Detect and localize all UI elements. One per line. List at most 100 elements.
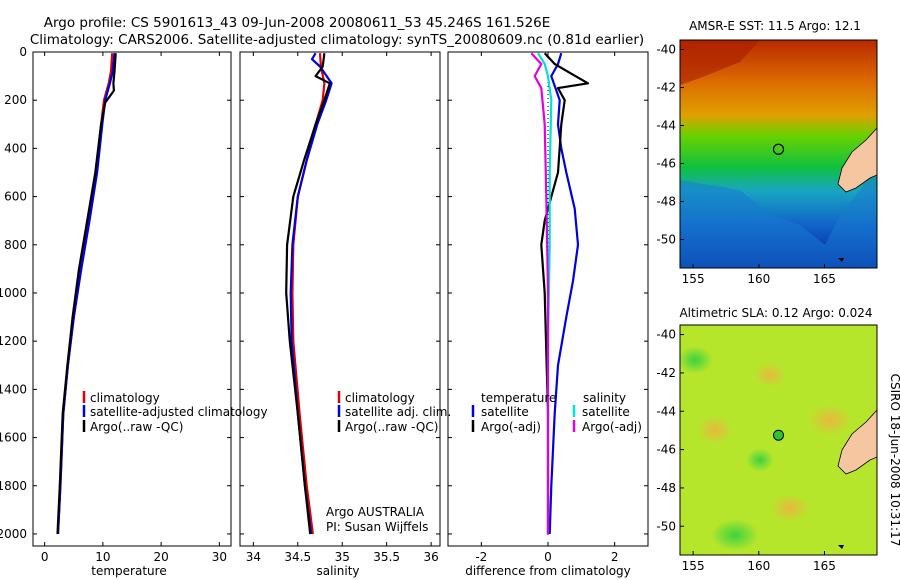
legend-label-argo: Argo(..raw -QC) — [345, 420, 438, 434]
sla-map-ticks: 155 160 165 -40 -42 -44 -46 -48 -50 — [656, 328, 836, 573]
series-line-climatology — [291, 53, 326, 535]
y-tick-label: 0 — [19, 45, 27, 59]
legend-label-satellite-adjusted: satellite-adjusted climatology — [90, 405, 268, 419]
legend-label-argo: Argo(..raw -QC) — [90, 420, 183, 434]
x-tick-label: -2 — [475, 550, 487, 564]
x-tick-label: 165 — [813, 272, 836, 286]
y-tick-label: -42 — [656, 366, 676, 380]
y-tick-label: -50 — [656, 233, 676, 247]
series-line-argo-raw-qc — [56, 53, 117, 535]
salinity-lines — [285, 52, 333, 535]
sla-anomaly-high — [770, 494, 810, 522]
salinity-axes-frame — [239, 51, 441, 547]
land-islet — [838, 258, 844, 262]
x-tick-label: 2 — [611, 550, 619, 564]
y-tick-label: -40 — [656, 43, 676, 57]
y-tick-label: 400 — [4, 141, 27, 155]
sla-map-panel: Altimetric SLA: 0.12 Argo: 0.024 155 160 1… — [656, 306, 878, 573]
difference-panel: -2 0 2 difference from climatology tempera… — [447, 51, 649, 578]
x-tick-label: 0 — [41, 550, 49, 564]
sla-anomaly-low — [680, 346, 713, 374]
y-tick-label: -42 — [656, 81, 676, 95]
legend-label-salinity-argo: Argo(-adj) — [582, 420, 642, 434]
sst-map-title: AMSR-E SST: 11.5 Argo: 12.1 — [689, 19, 861, 33]
legend-label-salinity-satellite: satellite — [582, 405, 630, 419]
legend-heading-salinity: salinity — [583, 391, 626, 405]
x-tick-label: 155 — [682, 272, 705, 286]
principal-investigator-label: PI: Susan Wijffels — [326, 520, 428, 534]
sst-warm-patch — [680, 40, 760, 85]
sla-axes-frame — [679, 324, 878, 556]
credit-label: CSIRO 18-Jun-2008 10:31:17 — [888, 374, 900, 547]
y-tick-label: -50 — [656, 519, 676, 533]
difference-legend: temperature satellite Argo(-adj) salinit… — [471, 391, 642, 434]
legend-label-climatology: climatology — [90, 391, 160, 405]
temperature-ticks: 0 10 20 30 0 200 400 600 800 1000 1200 1400 1600 1800… — [0, 45, 231, 564]
x-tick-label: 34.5 — [284, 550, 311, 564]
x-tick-label: 35 — [335, 550, 350, 564]
sst-station-marker — [772, 143, 785, 155]
sst-cold-tongue — [680, 160, 877, 268]
y-tick-label: 1800 — [0, 479, 27, 493]
legend-label-satellite-adj: satellite adj. clim. — [345, 405, 451, 419]
sla-station-marker — [773, 429, 784, 441]
temperature-panel: 0 10 20 30 0 200 400 600 800 1000 1200 1400 1600 1800… — [0, 45, 268, 578]
land-new-zealand — [837, 409, 877, 475]
sst-map-ticks: 155 160 165 -40 -42 -44 -46 -48 -50 — [656, 43, 836, 287]
y-tick-label: -48 — [656, 195, 676, 209]
sla-anomaly-low — [746, 448, 774, 472]
figure-title-line1: Argo profile: CS 5901613_43 09-Jun-2008 … — [44, 15, 551, 31]
x-tick-label: 160 — [747, 272, 770, 286]
x-tick-label: 35.5 — [373, 550, 400, 564]
y-tick-label: -44 — [656, 119, 676, 133]
legend-label-temperature-argo: Argo(-adj) — [481, 420, 541, 434]
y-tick-label: 800 — [4, 238, 27, 252]
series-line-argo-raw-qc — [285, 53, 331, 535]
sla-anomaly-low — [711, 519, 759, 551]
figure-title-line2: Climatology: CARS2006. Satellite-adjuste… — [30, 32, 644, 48]
legend-heading-temperature: temperature — [481, 391, 556, 405]
x-tick-label: 34 — [246, 550, 261, 564]
x-tick-label: 160 — [747, 559, 770, 573]
y-tick-label: 1400 — [0, 382, 27, 396]
temperature-lines — [56, 53, 117, 535]
y-tick-label: 1600 — [0, 431, 27, 445]
series-line-temperature-satellite — [548, 52, 580, 535]
difference-ticks: -2 0 2 — [448, 51, 648, 564]
salinity-ticks: 34 34.5 35 35.5 36 — [240, 51, 440, 564]
x-tick-label: 165 — [813, 559, 836, 573]
temperature-legend: climatology satellite-adjusted climatolo… — [82, 391, 268, 434]
x-tick-label: 0 — [544, 550, 552, 564]
y-tick-label: -40 — [656, 328, 676, 342]
y-tick-label: 2000 — [0, 527, 27, 541]
sst-map-panel: AMSR-E SST: 11.5 Argo: 12.1 155 160 165 -40… — [656, 19, 878, 287]
series-line-satellite-adjusted-climatology — [56, 53, 116, 535]
y-tick-label: -44 — [656, 404, 676, 418]
difference-lines — [530, 52, 590, 536]
legend-label-climatology: climatology — [345, 391, 415, 405]
x-tick-label: 36 — [423, 550, 438, 564]
salinity-xlabel: salinity — [316, 564, 359, 578]
y-tick-label: 600 — [4, 190, 27, 204]
series-line-temperature-argo-adj — [540, 52, 590, 534]
y-tick-label: -46 — [656, 443, 676, 457]
temperature-axes-frame — [32, 51, 232, 547]
sla-anomaly-high — [697, 416, 733, 444]
land-islet — [838, 545, 844, 549]
x-tick-label: 155 — [682, 559, 705, 573]
x-tick-label: 30 — [212, 550, 227, 564]
series-line-salinity-argo-adj — [530, 52, 550, 534]
y-tick-label: -46 — [656, 157, 676, 171]
salinity-legend: climatology satellite adj. clim. Argo(..… — [337, 391, 451, 434]
y-tick-label: 200 — [4, 93, 27, 107]
legend-label-temperature-satellite: satellite — [481, 405, 529, 419]
land-new-zealand — [837, 127, 877, 193]
y-tick-label: -48 — [656, 481, 676, 495]
series-line-satellite-adj-clim — [289, 52, 333, 535]
sla-map-title: Altimetric SLA: 0.12 Argo: 0.024 — [679, 306, 872, 320]
x-tick-label: 20 — [153, 550, 168, 564]
y-tick-label: 1000 — [0, 286, 27, 300]
sla-anomaly-high — [808, 404, 852, 436]
sla-anomaly-high — [754, 363, 786, 387]
argo-program-label: Argo AUSTRALIA — [326, 505, 425, 519]
